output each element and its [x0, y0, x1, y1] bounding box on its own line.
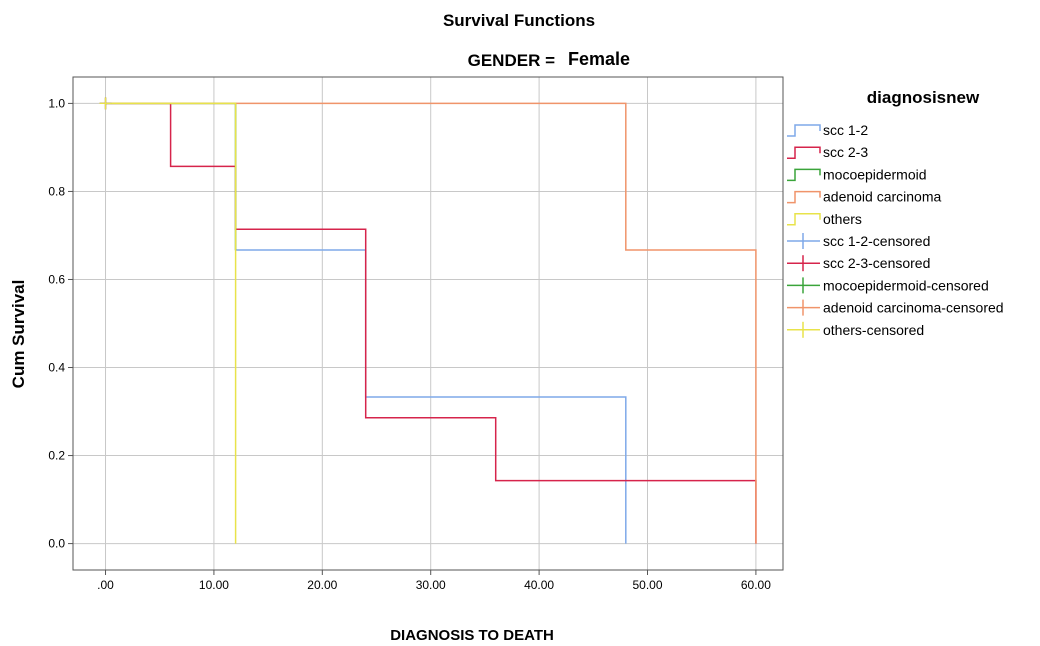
y-tick-label: 0.6: [48, 272, 65, 286]
x-tick-label: .00: [97, 578, 114, 592]
legend-label: adenoid carcinoma: [823, 189, 942, 205]
series-line-adenoid-carcinoma: [105, 102, 757, 544]
y-tick-label: 0.4: [48, 361, 65, 375]
x-tick-label: 20.00: [307, 578, 337, 592]
series-line-scc-2-3: [105, 102, 757, 544]
legend-label: scc 1-2-censored: [823, 233, 930, 249]
legend-step-swatch: [787, 146, 821, 159]
legend-item: others: [787, 211, 862, 227]
legend-item: mocoepidermoid-censored: [787, 277, 989, 294]
chart-subtitle-label: GENDER =: [468, 51, 555, 70]
chart-title: Survival Functions: [443, 11, 595, 30]
legend-step-swatch: [787, 168, 821, 182]
legend-step-swatch: [787, 124, 821, 137]
series-lines: [105, 102, 757, 544]
censor-marks: [99, 97, 112, 110]
legend-label: adenoid carcinoma-censored: [823, 300, 1004, 316]
chart-subtitle-value: Female: [568, 49, 630, 69]
legend-item: scc 2-3: [787, 144, 868, 160]
legend-item: adenoid carcinoma: [787, 189, 942, 205]
x-axis-title: DIAGNOSIS TO DEATH: [390, 627, 554, 644]
legend-item: others-censored: [787, 321, 924, 338]
legend-item: adenoid carcinoma-censored: [787, 299, 1004, 316]
legend-step-swatch: [787, 190, 821, 204]
x-tick-label: 40.00: [524, 578, 554, 592]
y-tick-label: 0.2: [48, 449, 65, 463]
x-tick-label: 50.00: [632, 578, 662, 592]
legend-label: others-censored: [823, 322, 924, 338]
censor-mark-others-censored: [99, 97, 112, 110]
x-axis-ticks: .00 10.00 20.00 30.00 40.00 50.00 60.00: [97, 570, 771, 592]
legend-step-swatch: [787, 213, 821, 226]
y-tick-label: 1.0: [48, 96, 65, 110]
y-axis-title: Cum Survival: [9, 280, 28, 389]
y-tick-label: 0.0: [48, 537, 65, 551]
legend-item: mocoepidermoid: [787, 166, 927, 182]
x-tick-label: 30.00: [416, 578, 446, 592]
legend-title: diagnosisnew: [867, 88, 980, 107]
y-tick-label: 0.8: [48, 184, 65, 198]
legend-label: scc 1-2: [823, 122, 868, 138]
plot-frame: [72, 76, 784, 571]
x-tick-label: 60.00: [741, 578, 771, 592]
legend-label: others: [823, 211, 862, 227]
legend-label: mocoepidermoid: [823, 166, 927, 182]
x-tick-label: 10.00: [199, 578, 229, 592]
legend: scc 1-2 scc 2-3 mocoepidermoid adenoid carc…: [787, 122, 1004, 338]
legend-label: scc 2-3-censored: [823, 255, 930, 271]
legend-item: scc 2-3-censored: [787, 255, 930, 272]
legend-label: mocoepidermoid-censored: [823, 277, 989, 293]
legend-label: scc 2-3: [823, 144, 868, 160]
grid: [73, 77, 783, 570]
y-axis-ticks: 0.0 0.2 0.4 0.6 0.8 1.0: [48, 96, 73, 551]
legend-item: scc 1-2: [787, 122, 868, 138]
legend-item: scc 1-2-censored: [787, 233, 930, 249]
series-line-others: [105, 102, 237, 544]
